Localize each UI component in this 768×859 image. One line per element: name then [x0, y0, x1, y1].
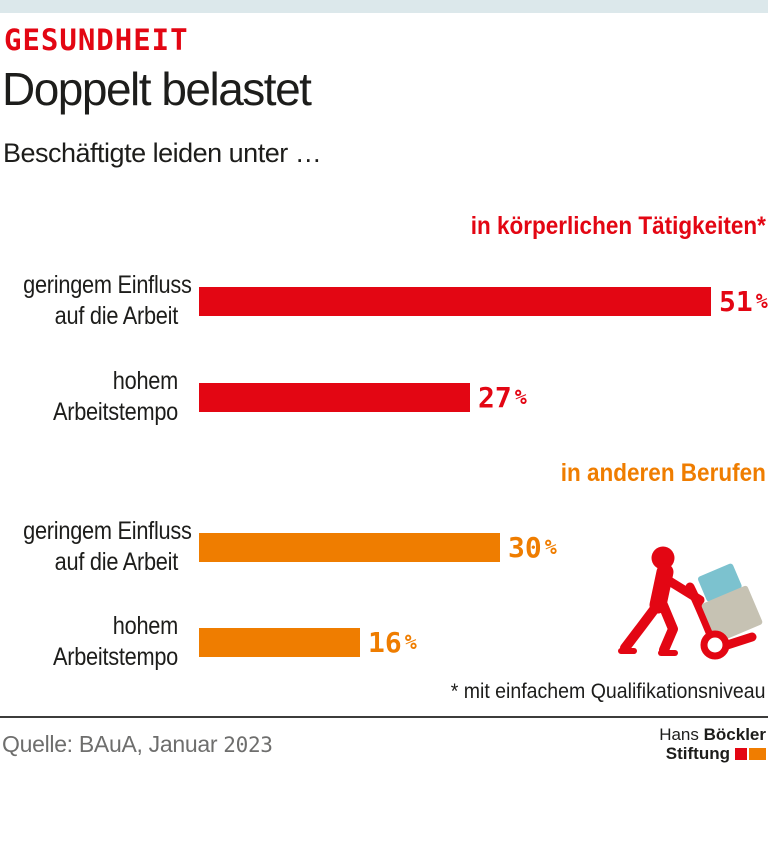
- footer-divider: [0, 716, 768, 718]
- percent-unit: %: [755, 288, 768, 313]
- bar-label: hohem Arbeitstempo: [52, 367, 178, 426]
- percent-unit: %: [544, 534, 557, 559]
- logo-line-2: Stiftung: [659, 744, 766, 763]
- hans-boeckler-logo: Hans Böckler Stiftung: [659, 725, 766, 763]
- bar-row-physical-tempo: hohem Arbeitstempo 27%: [0, 364, 768, 430]
- bar: [199, 286, 711, 316]
- bar-row-other-influence: geringem Einfluss auf die Arbeit 30%: [0, 514, 768, 580]
- value-label: 16%: [368, 625, 417, 659]
- value-label: 30%: [508, 530, 557, 564]
- percent-unit: %: [514, 384, 527, 409]
- bar: [199, 532, 500, 562]
- page-title: Doppelt belastet: [2, 63, 312, 115]
- value-label: 27%: [478, 380, 527, 414]
- logo-line-1: Hans Böckler: [659, 725, 766, 744]
- bar-label: geringem Einfluss auf die Arbeit: [23, 517, 192, 576]
- bar-row-other-tempo: hohem Arbeitstempo 16%: [0, 609, 768, 675]
- kicker: GESUNDHEIT: [4, 23, 189, 57]
- source-text: Quelle: BAuA, Januar 2023: [2, 731, 273, 757]
- percent-unit: %: [404, 629, 417, 654]
- value-label: 51%: [719, 284, 768, 318]
- logo-red-square: [735, 748, 747, 760]
- group-header-other-jobs: in anderen Berufen: [560, 459, 766, 487]
- bar-label: hohem Arbeitstempo: [52, 612, 178, 671]
- logo-orange-square: [749, 748, 766, 760]
- group-header-physical-jobs: in körperlichen Tätigkeiten*: [470, 212, 766, 240]
- bar-label: geringem Einfluss auf die Arbeit: [23, 271, 192, 330]
- source-year: 2023: [223, 733, 273, 757]
- footnote: * mit einfachem Qualifikationsniveau: [451, 680, 766, 703]
- chart-subtitle: Beschäftigte leiden unter …: [3, 138, 322, 168]
- bar: [199, 382, 470, 412]
- bar-row-physical-influence: geringem Einfluss auf die Arbeit 51%: [0, 268, 768, 334]
- top-accent-strip: [0, 0, 768, 13]
- worker-pushing-hand-truck-icon: [618, 543, 766, 665]
- bar: [199, 627, 360, 657]
